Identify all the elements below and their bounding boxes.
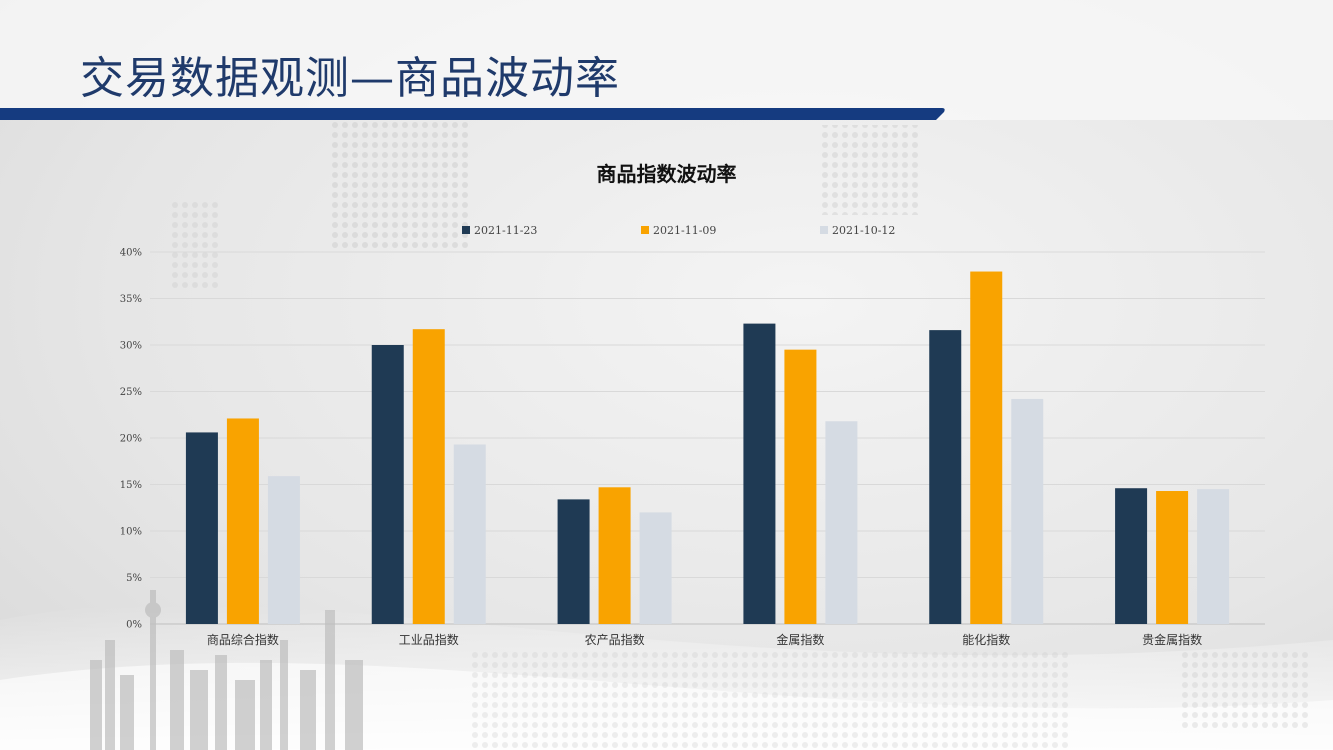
bar <box>598 487 631 624</box>
bar <box>825 421 858 624</box>
bar <box>412 329 445 624</box>
legend-item: 2021-11-23 <box>462 224 537 238</box>
bar <box>1011 398 1044 624</box>
bar <box>226 418 259 624</box>
bar <box>639 512 672 624</box>
x-category-label: 工业品指数 <box>399 632 459 647</box>
y-tick-label: 15% <box>120 480 142 491</box>
bar <box>970 271 1003 624</box>
bar <box>743 323 776 624</box>
skyline-icon <box>90 590 363 750</box>
legend-label: 2021-10-12 <box>832 224 896 237</box>
legend-item: 2021-10-12 <box>820 224 895 238</box>
y-tick-label: 40% <box>120 248 142 259</box>
bar <box>557 499 590 624</box>
y-tick-label: 0% <box>126 620 142 631</box>
bar <box>185 432 218 624</box>
bar <box>1156 491 1189 624</box>
y-tick-label: 20% <box>120 434 142 445</box>
x-category-label: 金属指数 <box>776 632 824 647</box>
y-tick-label: 5% <box>126 573 142 584</box>
legend-label: 2021-11-09 <box>653 224 717 237</box>
y-tick-label: 35% <box>120 294 142 305</box>
y-tick-label: 10% <box>120 527 142 538</box>
bar <box>371 345 404 624</box>
bar <box>267 476 300 624</box>
legend-swatch <box>641 226 649 234</box>
x-category-label: 商品综合指数 <box>207 632 279 647</box>
title-accent-bar <box>0 108 945 120</box>
bar <box>1197 489 1230 624</box>
page-title: 交易数据观测—商品波动率 <box>80 53 620 104</box>
legend-swatch <box>820 226 828 234</box>
x-category-label: 能化指数 <box>962 632 1010 647</box>
legend-item: 2021-11-09 <box>641 224 716 238</box>
bar <box>784 349 817 624</box>
chart-title: 商品指数波动率 <box>596 162 737 186</box>
chart-legend: 2021-11-23 2021-11-09 2021-10-12 <box>0 224 1333 240</box>
y-tick-label: 30% <box>120 341 142 352</box>
legend-label: 2021-11-23 <box>474 224 538 237</box>
x-category-label: 贵金属指数 <box>1142 632 1202 647</box>
bar <box>453 444 486 624</box>
bar <box>929 330 962 624</box>
legend-swatch <box>462 226 470 234</box>
x-category-label: 农产品指数 <box>585 632 645 647</box>
bar <box>1115 488 1148 624</box>
y-tick-label: 25% <box>120 387 142 398</box>
